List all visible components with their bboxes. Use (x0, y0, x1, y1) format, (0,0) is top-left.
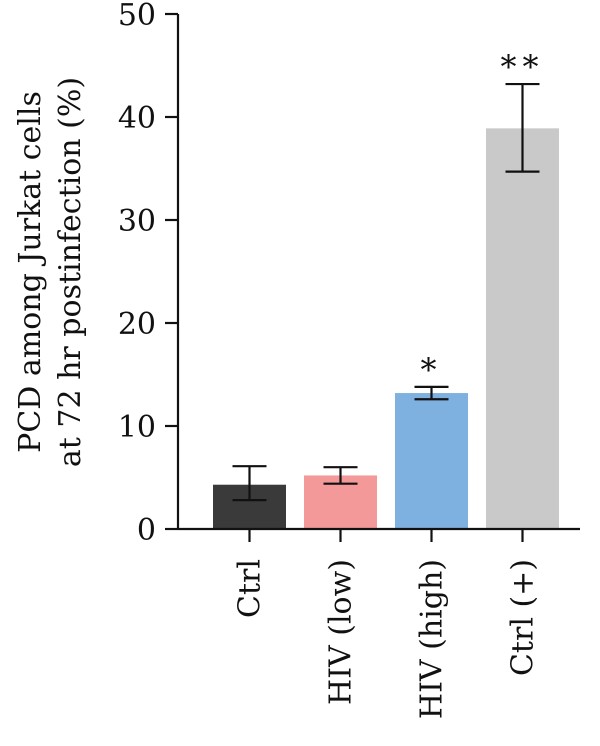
bars: *** (213, 48, 559, 529)
x-tick-label: Ctrl (233, 559, 268, 618)
significance-marker: * (421, 351, 443, 389)
y-axis-label: PCD among Jurkat cells at 72 hr postinfe… (13, 77, 88, 467)
bar (486, 128, 559, 529)
y-axis: 0 10 20 30 40 50 (118, 0, 180, 548)
x-tick-label: HIV (low) (324, 559, 359, 705)
y-axis-label-line-1: PCD among Jurkat cells (13, 91, 48, 453)
x-tick-label: Ctrl (+) (506, 559, 541, 676)
bar (395, 393, 468, 529)
y-tick-label: 40 (118, 101, 156, 136)
y-tick-label: 50 (118, 0, 156, 33)
y-tick-label: 0 (137, 513, 156, 548)
significance-marker: ** (501, 48, 545, 86)
y-axis-label-line-2: at 72 hr postinfection (%) (53, 77, 88, 467)
x-tick-label: HIV (high) (415, 559, 450, 719)
y-tick-label: 30 (118, 204, 156, 239)
x-axis: Ctrl HIV (low) HIV (high) Ctrl (+) (178, 527, 580, 719)
y-tick-label: 10 (118, 410, 156, 445)
y-tick-label: 20 (118, 307, 156, 342)
